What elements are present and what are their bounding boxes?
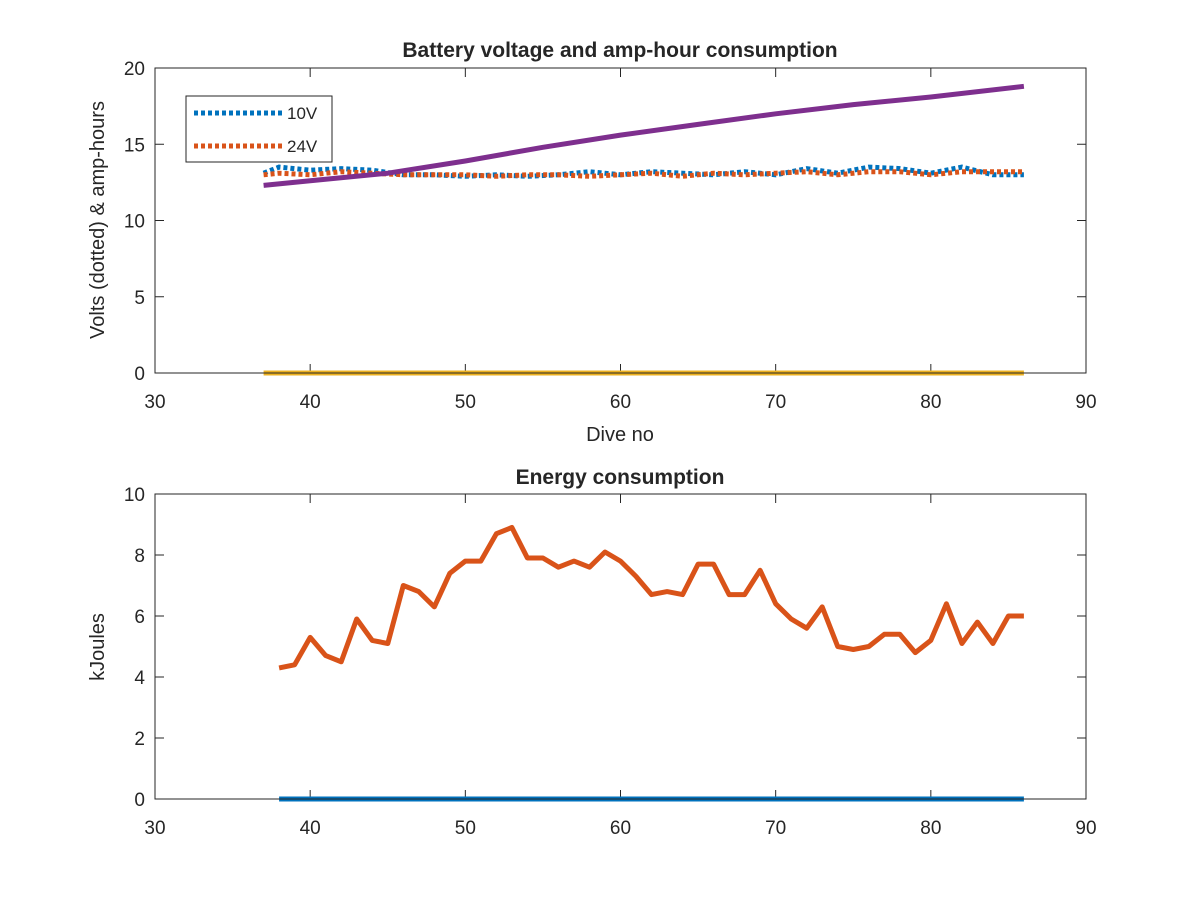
voltage-y-tick-label: 5 <box>134 288 145 309</box>
energy-y-tick-label: 8 <box>134 546 145 567</box>
voltage-x-tick-label: 30 <box>144 392 165 413</box>
energy-y-tick-label: 2 <box>134 729 145 750</box>
voltage-y-tick-label: 0 <box>134 364 145 385</box>
voltage-series-line-4 <box>263 83 1025 188</box>
voltage-y-tick-label: 20 <box>124 59 145 80</box>
energy-subplot: Energy consumption kJoules 30 40 50 60 70 80 9… <box>87 466 1097 839</box>
voltage-ticks: 30 40 50 60 70 80 90 0 5 10 15 20 <box>124 59 1097 413</box>
energy-x-tick-label: 50 <box>455 818 476 839</box>
voltage-x-tick-label: 80 <box>920 392 941 413</box>
energy-y-tick-label: 0 <box>134 790 145 811</box>
energy-y-tick-label: 4 <box>134 668 145 689</box>
voltage-y-tick-label: 15 <box>124 135 145 156</box>
voltage-subplot: Battery voltage and amp-hour consumption… <box>87 39 1097 446</box>
energy-series-line-2 <box>278 525 1024 671</box>
energy-x-tick-label: 30 <box>144 818 165 839</box>
energy-axes-box <box>154 493 1087 800</box>
energy-y-tick-label: 10 <box>124 485 145 506</box>
energy-ticks: 30 40 50 60 70 80 90 0 2 4 6 8 10 <box>124 485 1097 839</box>
voltage-axes-box <box>154 67 1087 374</box>
energy-chart-title: Energy consumption <box>516 466 725 489</box>
energy-x-tick-label: 90 <box>1075 818 1096 839</box>
legend-24v-label: 24V <box>287 137 318 156</box>
energy-x-tick-label: 70 <box>765 818 786 839</box>
voltage-x-tick-label: 40 <box>300 392 321 413</box>
voltage-y-axis-label: Volts (dotted) & amp-hours <box>87 101 109 339</box>
voltage-x-tick-label: 50 <box>455 392 476 413</box>
energy-x-tick-label: 80 <box>920 818 941 839</box>
voltage-legend: 10V 24V <box>185 95 333 163</box>
legend-box <box>185 95 333 163</box>
voltage-x-axis-label: Dive no <box>586 424 654 446</box>
voltage-y-tick-label: 10 <box>124 212 145 233</box>
voltage-chart-title: Battery voltage and amp-hour consumption <box>402 39 837 62</box>
energy-y-axis-label: kJoules <box>87 613 109 681</box>
voltage-x-tick-label: 90 <box>1075 392 1096 413</box>
voltage-x-tick-label: 60 <box>610 392 631 413</box>
legend-10v-label: 10V <box>287 104 318 123</box>
voltage-x-tick-label: 70 <box>765 392 786 413</box>
energy-y-tick-label: 6 <box>134 607 145 628</box>
energy-x-tick-label: 60 <box>610 818 631 839</box>
energy-x-tick-label: 40 <box>300 818 321 839</box>
